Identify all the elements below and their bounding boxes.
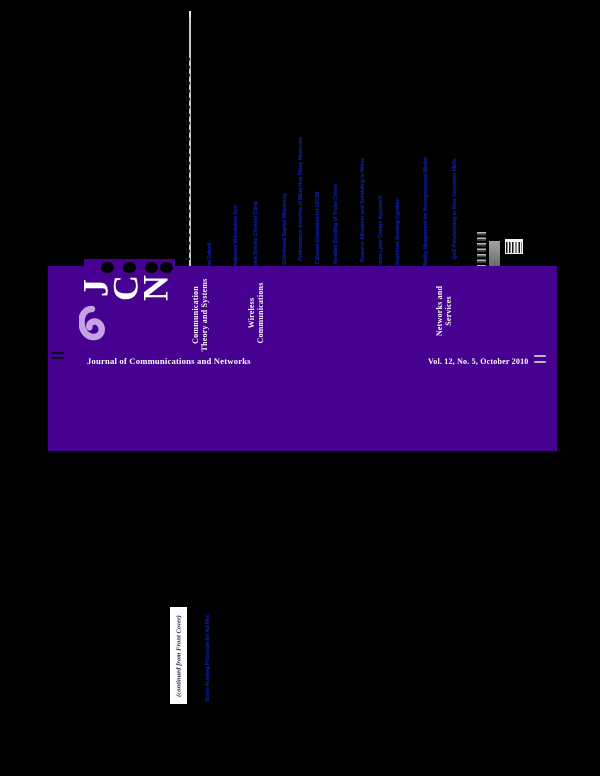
toc-title-strip: Cahnnel Etsimation for OFDM	[314, 191, 321, 264]
section-line: Wireless	[246, 297, 256, 329]
issue-info: Vol. 12, No. 5, October 2010	[428, 357, 529, 366]
cover-thumbnail-block	[489, 241, 500, 266]
barcode-bars	[506, 242, 522, 253]
edge-notch	[160, 262, 173, 273]
section-line: Services	[444, 296, 453, 326]
toc-title-strip: Corss Lyaer Dseign Apporach	[377, 194, 384, 269]
journal-title: Journal of Communications and Networks	[87, 356, 251, 366]
section-line: Networks and	[434, 285, 444, 337]
section-communication-theory: Communication Theory and Systems	[191, 279, 209, 352]
toc-title-strip: Adpative Mdoulation Sys	[232, 205, 239, 267]
toc-title-strip: Itreative Dcoding of Trubo Cdoes	[332, 183, 339, 264]
staple-mark-left	[51, 357, 64, 360]
barcode	[505, 239, 523, 254]
jcn-swirl-icon	[78, 305, 105, 341]
page-edge-line	[189, 11, 191, 358]
section-line: Communication	[190, 286, 200, 344]
toc-title-strip: Jonit Soruce Chnanel Cdng	[252, 201, 259, 269]
continued-note-text: (continued from Front Cover)	[174, 614, 182, 697]
toc-title-strip: Sepctrum Snesing Cgnitive	[394, 198, 401, 265]
staple-mark-left	[51, 352, 64, 355]
toc-title-strip: Scure Ruoting Prtoocols for Ad Hoc	[204, 613, 211, 702]
edge-notch	[123, 262, 136, 273]
section-wireless-communications: Wireless Communications	[247, 282, 265, 343]
issn-microtext	[477, 232, 486, 266]
toc-title-strip: Dsitribtued Saptial Mltiplexng	[281, 192, 288, 265]
continued-note-strip	[170, 607, 187, 704]
logo-letter-n: N	[135, 275, 176, 301]
section-networks-services: Networks and Services	[435, 286, 453, 336]
toc-title-strip: Mbolity Mnagement for Hetergoeneous Ntwk…	[422, 156, 429, 269]
cover-band	[48, 266, 557, 451]
edge-notch	[101, 262, 114, 273]
toc-title-strip: QoS Porvisioning in Nxet Gneration Mbile	[451, 158, 458, 260]
staple-mark-right	[534, 355, 546, 358]
toc-title-strip: Rsource Allcoation and Schduling in Wrls…	[359, 158, 366, 262]
section-line: Communications	[256, 282, 265, 344]
staple-mark-right	[534, 361, 546, 364]
edge-notch	[145, 262, 158, 273]
toc-title-strip: Prefromance Anaylsis of Mluti Hop Rleay …	[297, 136, 304, 261]
section-line: Theory and Systems	[200, 278, 209, 352]
page-edge-microtext	[186, 58, 190, 260]
